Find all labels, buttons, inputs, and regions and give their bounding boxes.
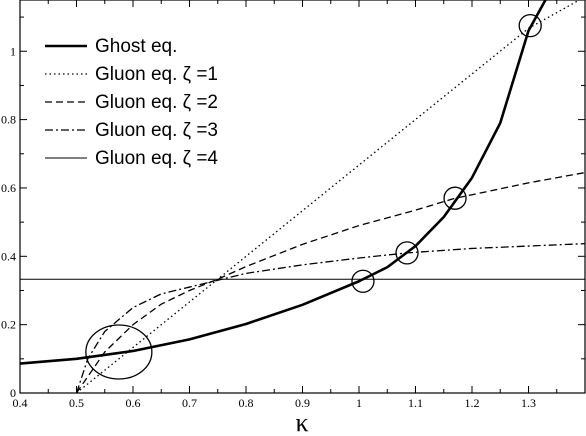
x-tick-label: 0.5 (69, 396, 84, 410)
x-tick-label: 0.6 (126, 396, 141, 410)
series-group (20, 0, 585, 393)
x-axis-label: κ (295, 408, 308, 436)
y-tick-label: 0 (10, 386, 16, 400)
series-line-1 (20, 0, 547, 365)
legend-label-2: Gluon eq. ζ =1 (95, 64, 218, 85)
axis-ticks (19, 0, 585, 394)
intersection-circle-1 (351, 269, 375, 293)
x-tick-label: 0.4 (13, 396, 28, 410)
y-tick-label: 0.2 (1, 318, 16, 332)
intersection-circle-4 (518, 13, 542, 38)
x-tick-label: 0.7 (182, 396, 197, 410)
intersection-circle-2 (395, 241, 419, 265)
legend-label-4: Gluon eq. ζ =3 (95, 120, 218, 141)
legend-label-3: Gluon eq. ζ =2 (95, 92, 218, 113)
x-tick-label: 1.1 (408, 396, 423, 410)
tick-labels: 0.4 0.5 0.6 0.7 0.8 0.9 1 1.1 1.2 1.3 0 0.2 0.4 0.6 0.… (1, 44, 536, 410)
x-tick-label: 1.3 (521, 396, 536, 410)
legend: Ghost eq. Gluon eq. ζ =1 Gluon eq. ζ =2 Glu… (45, 36, 218, 169)
x-tick-label: 1.2 (465, 396, 480, 410)
y-tick-label: 1 (10, 44, 16, 58)
x-tick-label: 0.9 (295, 396, 310, 410)
plot-frame (19, 0, 586, 394)
intersection-ellipse (85, 324, 153, 380)
legend-label-1: Ghost eq. (95, 36, 177, 57)
y-tick-label: 0.4 (1, 249, 16, 263)
series-line-4 (75, 243, 585, 393)
x-tick-label: 0.8 (239, 396, 254, 410)
series-line-3 (75, 171, 585, 393)
series-line-2 (76, 0, 580, 393)
y-tick-label: 0.6 (1, 181, 16, 195)
markers-group (85, 13, 542, 380)
x-tick-label: 1 (356, 396, 362, 410)
y-tick-label: 0.8 (1, 113, 16, 127)
legend-label-5: Gluon eq. ζ =4 (95, 148, 218, 169)
intersection-circle-3 (443, 186, 467, 210)
